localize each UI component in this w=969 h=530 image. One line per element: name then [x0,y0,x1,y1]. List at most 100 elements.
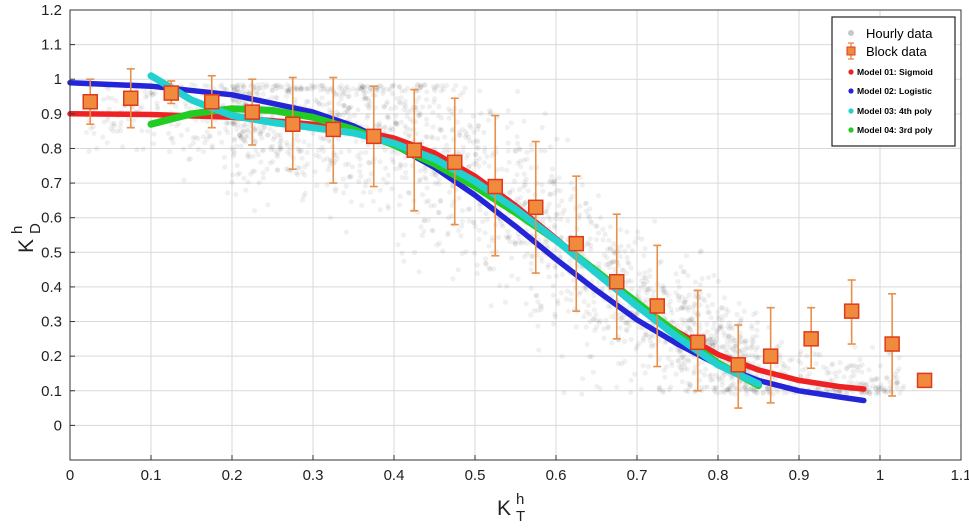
hourly-data-point [511,239,517,245]
hourly-data-point [514,196,520,202]
hourly-data-point [292,100,298,106]
hourly-data-point [274,167,281,173]
hourly-data-point [697,326,703,332]
hourly-data-point [336,112,342,118]
hourly-data-point [894,368,900,374]
hourly-data-point [552,265,559,271]
hourly-data-point [525,188,532,194]
hourly-data-point [432,180,438,186]
hourly-data-point [240,100,246,106]
hourly-data-point [255,90,261,96]
hourly-data-point [610,248,617,254]
hourly-data-point [552,190,558,196]
hourly-data-point [545,264,551,270]
hourly-data-point [393,113,399,119]
hourly-data-point [593,237,600,243]
hourly-data-point [715,309,721,315]
hourly-data-point [430,124,436,130]
hourly-data-point [586,354,593,360]
hourly-data-point [833,389,839,395]
y-tick-label: 0.1 [41,383,62,400]
hourly-data-point [565,137,571,143]
hourly-data-point [155,106,161,112]
hourly-data-point [742,385,748,391]
hourly-data-point [149,92,155,98]
hourly-data-point [884,375,890,381]
hourly-data-point [617,311,623,318]
hourly-data-point [313,97,319,103]
hourly-data-point [470,113,476,119]
hourly-data-point [560,210,566,216]
hourly-data-point [843,366,850,372]
hourly-data-point [310,130,316,136]
hourly-data-point [730,335,736,341]
hourly-data-point [764,386,770,392]
hourly-data-point [609,314,615,320]
hourly-data-point [434,82,440,88]
hourly-data-point [559,198,565,204]
hourly-data-point [829,377,835,383]
hourly-data-point [741,308,747,314]
hourly-data-point [556,247,562,253]
hourly-data-point [478,111,484,117]
hourly-data-point [438,197,444,203]
hourly-data-point [714,336,720,342]
hourly-data-point [719,378,725,384]
hourly-data-point [312,169,318,175]
hourly-data-point [547,179,553,185]
hourly-data-point [545,214,552,220]
hourly-data-point [647,286,653,292]
hourly-data-point [611,258,617,265]
hourly-data-point [552,314,558,320]
hourly-data-point [283,93,290,99]
hourly-data-point [873,385,879,391]
hourly-data-point [506,159,512,165]
hourly-data-point [601,335,607,341]
hourly-data-point [187,143,193,149]
hourly-data-point [364,83,370,89]
hourly-data-point [233,143,239,149]
hourly-data-point [360,83,366,89]
hourly-data-point [229,97,235,103]
hourly-data-point [277,146,283,152]
hourly-data-point [656,387,662,393]
hourly-data-point [728,390,734,396]
hourly-data-point [406,134,412,140]
hourly-data-point [706,292,712,298]
hourly-data-point [674,347,680,353]
hourly-data-point [204,118,210,125]
hourly-data-point [202,140,208,146]
hourly-data-point [389,149,395,155]
hourly-data-point [292,84,298,90]
hourly-data-point [286,86,292,92]
hourly-data-point [505,235,511,241]
hourly-data-point [520,184,527,190]
hourly-data-point [277,145,283,151]
hourly-data-point [705,309,711,315]
hourly-data-point [523,240,529,246]
hourly-data-point [745,352,752,358]
hourly-data-point [476,163,482,169]
hourly-data-point [147,89,154,95]
hourly-data-point [278,136,284,142]
hourly-data-point [408,107,414,113]
hourly-data-point [333,186,339,192]
hourly-data-point [295,146,301,152]
hourly-data-point [754,320,761,326]
hourly-data-point [462,134,468,140]
hourly-data-point [687,317,694,323]
hourly-data-point [739,352,745,358]
hourly-data-point [676,348,683,354]
hourly-data-point [715,278,722,284]
hourly-data-point [325,89,331,95]
hourly-data-point [420,104,426,110]
hourly-data-point [445,232,451,238]
hourly-data-point [423,176,429,182]
hourly-data-point [338,149,344,155]
hourly-data-point [402,130,408,136]
hourly-data-point [749,341,755,347]
hourly-data-point [717,325,723,331]
hourly-data-point [551,178,558,184]
hourly-data-point [741,384,748,391]
x-tick-label: 0.3 [303,467,324,484]
